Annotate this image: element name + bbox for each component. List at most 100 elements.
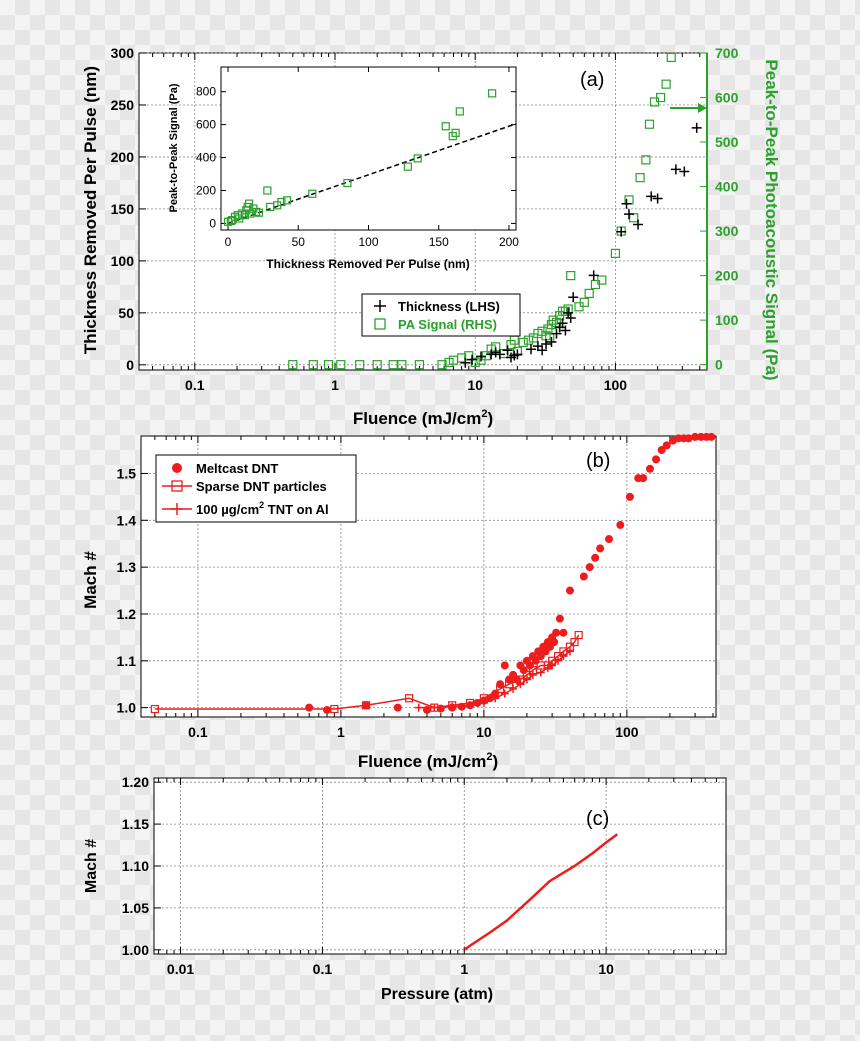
panel-a-y2label: Peak-to-Peak Photoacoustic Signal (Pa)	[762, 59, 781, 380]
pa-signal-point	[551, 317, 562, 327]
pa-signal-point	[288, 360, 298, 370]
x-tick-label: 100	[604, 377, 628, 393]
y-tick-label: 1.1	[117, 653, 137, 669]
thickness-point	[563, 307, 574, 318]
inset-x-tick-label: 100	[358, 235, 378, 249]
inset-point	[223, 217, 233, 226]
tnt-point	[548, 661, 557, 670]
inset-point	[252, 207, 261, 216]
inset-x-tick-label: 0	[225, 235, 232, 249]
tnt-point	[536, 668, 545, 677]
meltcast-dnt-point	[436, 704, 445, 713]
x-tick-label: 1	[337, 724, 345, 740]
meltcast-dnt-point	[596, 544, 605, 553]
panel-c-series	[463, 833, 619, 951]
tnt-point	[554, 656, 563, 665]
panel-c-ylabel: Mach #	[83, 839, 100, 893]
inset-y-tick-label: 800	[196, 85, 216, 99]
sparse-dnt-point	[405, 694, 414, 703]
inset-x-tick-label: 50	[292, 235, 306, 249]
inset-point	[343, 178, 352, 188]
panel-a: 0.1 1 10 100 0 50 100 150 200 250 300 0 100 200 300 4…	[81, 45, 781, 428]
legend-marker-meltcast	[172, 463, 182, 473]
pa-signal-point	[584, 288, 594, 299]
pa-signal-point	[372, 360, 382, 370]
y-tick-label: 0	[715, 357, 723, 373]
panel-a-inset: 0 50 100 150 200 0 200 400 600 800 Thickness Rem…	[168, 66, 519, 271]
meltcast-dnt-point	[579, 572, 588, 581]
inset-point	[403, 162, 412, 171]
y-tick-label: 300	[715, 223, 739, 239]
tnt-point	[528, 670, 537, 679]
x-tick-label: 1	[460, 961, 468, 977]
panel-c: 0.01 0.1 1 10 1.00 1.05 1.10 1.15 1.20 (c) Pres…	[83, 774, 727, 1003]
thickness-point	[537, 345, 548, 356]
inset-point	[488, 89, 497, 98]
x-tick-label: 10	[476, 724, 492, 740]
y-tick-label: 700	[715, 45, 739, 61]
pa-signal-point	[336, 360, 346, 370]
thickness-point	[557, 318, 568, 329]
y-tick-label: 200	[715, 268, 739, 284]
inset-plot-area	[220, 66, 517, 231]
pa-signal-point	[641, 155, 651, 165]
legend-marker-thickness	[374, 300, 386, 312]
inset-y-tick-label: 200	[196, 183, 216, 197]
pa-signal-point	[414, 360, 425, 370]
thickness-point	[526, 344, 537, 355]
inset-y-ticks: 0 200 400 600 800	[196, 85, 516, 230]
inset-point	[244, 199, 254, 208]
panel-b-label: (b)	[586, 450, 610, 472]
legend-marker-sparse	[171, 480, 183, 492]
panel-c-label: (c)	[586, 808, 609, 830]
y-tick-label: 1.4	[117, 512, 137, 528]
y-tick-label: 1.5	[117, 465, 137, 481]
x-tick-label: 10	[467, 377, 483, 393]
pa-signal-point	[523, 335, 534, 345]
y-tick-label: 400	[715, 179, 739, 195]
meltcast-dnt-point	[559, 628, 568, 637]
meltcast-dnt-point	[565, 586, 574, 595]
panel-a-series	[288, 52, 702, 370]
tnt-point	[414, 703, 423, 712]
panel-a-legend-box	[361, 293, 521, 337]
inset-x-tick-label: 200	[499, 235, 519, 249]
panel-a-right-axis-arrowhead	[698, 103, 707, 113]
panel-b-legend: Meltcast DNT Sparse DNT particles 100 µg…	[155, 454, 357, 523]
y-tick-label: 300	[111, 45, 135, 61]
inset-point	[441, 122, 450, 131]
tnt-point	[500, 689, 509, 698]
legend-label-sparse: Sparse DNT particles	[196, 479, 327, 494]
meltcast-dnt-point	[616, 520, 625, 529]
thickness-point	[565, 313, 576, 324]
pa-signal-point	[388, 360, 398, 370]
inset-point	[277, 197, 286, 207]
legend-label-tnt: 100 µg/cm2 TNT on Al	[196, 500, 329, 517]
meltcast-dnt-point	[531, 656, 540, 665]
meltcast-dnt-point	[591, 553, 600, 562]
panel-a-y2-ticks: 0 100 200 300 400 500 600 700	[700, 45, 739, 373]
meltcast-dnt-point	[473, 698, 482, 707]
meltcast-dnt-point	[555, 614, 564, 623]
y-tick-label: 1.2	[117, 606, 137, 622]
meltcast-dnt-point	[500, 661, 509, 670]
meltcast-dnt-point	[448, 703, 457, 712]
panel-c-grid	[154, 778, 726, 954]
y-tick-label: 200	[111, 149, 135, 165]
y-tick-label: 1.3	[117, 559, 137, 575]
inset-point	[246, 209, 255, 218]
legend-label-meltcast: Meltcast DNT	[196, 461, 278, 476]
y-tick-label: 1.00	[122, 942, 149, 958]
thickness-point	[546, 336, 557, 347]
thickness-point	[691, 122, 702, 133]
pa-signal-point	[644, 119, 655, 129]
x-tick-label: 1	[331, 377, 339, 393]
y-tick-label: 1.0	[117, 700, 137, 716]
panel-b: 0.1 1 10 100 1.0 1.1 1.2 1.3 1.4 1.5 (b) Fluence…	[81, 432, 717, 771]
tnt-point	[565, 647, 574, 656]
meltcast-dnt-point	[585, 563, 594, 572]
y-tick-label: 150	[111, 201, 135, 217]
y-tick-label: 100	[111, 253, 135, 269]
meltcast-dnt-point	[691, 432, 700, 441]
y-tick-label: 500	[715, 134, 739, 150]
